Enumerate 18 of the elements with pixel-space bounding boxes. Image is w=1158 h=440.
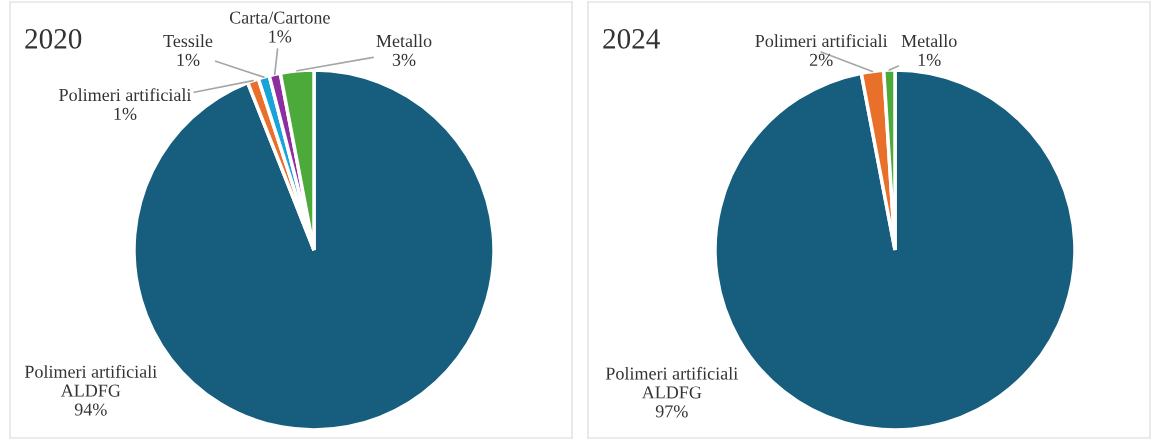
slice-label: Carta/Cartone: [229, 11, 330, 24]
data-label: 3%: [392, 53, 416, 67]
data-label: 1%: [269, 30, 292, 43]
slice-label: Polimeri artificiali ALDFG: [24, 364, 157, 397]
slice-label: Polimeri artificiali: [755, 34, 888, 48]
data-label: 2%: [809, 53, 833, 67]
slice-label: Tessile: [163, 34, 213, 48]
data-label: 1%: [177, 53, 200, 67]
slice-label: Polimeri artificiali: [59, 88, 192, 102]
data-label: 1%: [918, 53, 941, 67]
slice-label: Metallo: [376, 34, 432, 48]
data-label: 94%: [74, 403, 107, 416]
slice-label: Polimeri artificiali ALDFG: [605, 366, 738, 399]
data-label: 1%: [114, 107, 137, 121]
slice-label: Metallo: [901, 34, 957, 48]
data-label: 97%: [655, 405, 688, 418]
chart-title: 2020: [25, 29, 82, 49]
chart-title: 2024: [603, 29, 660, 49]
